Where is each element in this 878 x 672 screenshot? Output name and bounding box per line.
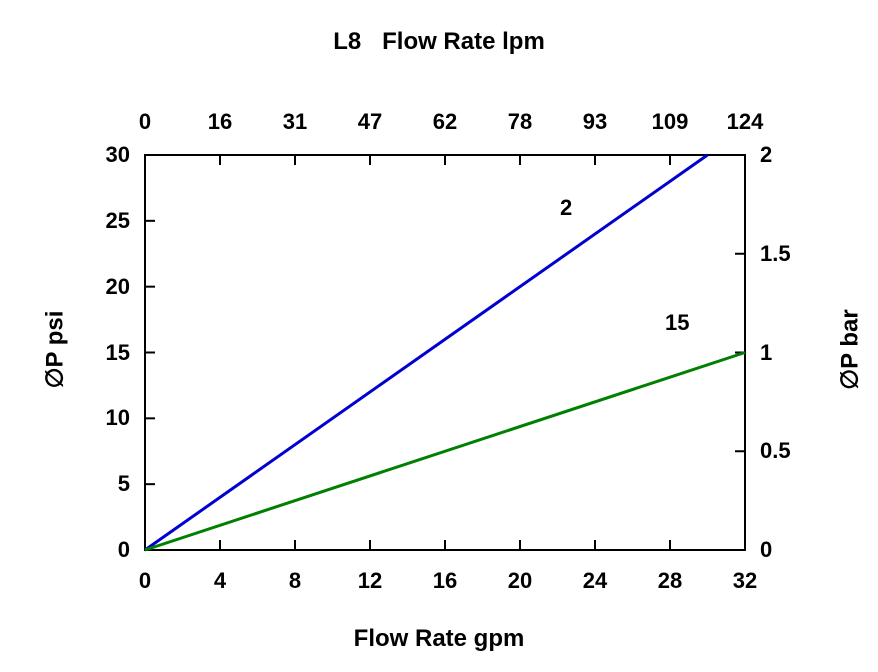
tick-label: 62 [405, 109, 485, 135]
tick-label: 5 [55, 471, 130, 497]
series-label-2: 2 [560, 195, 572, 221]
tick-label: 93 [555, 109, 635, 135]
chart-container: L8 Flow Rate lpm ∅P psi ∅P bar Flow Rate… [0, 0, 878, 672]
tick-label: 4 [180, 568, 260, 594]
tick-label: 15 [55, 340, 130, 366]
series-label-15: 15 [665, 310, 689, 336]
tick-label: 28 [630, 568, 710, 594]
tick-label: 32 [705, 568, 785, 594]
tick-label: 2 [760, 142, 840, 168]
tick-label: 31 [255, 109, 335, 135]
tick-label: 16 [405, 568, 485, 594]
tick-label: 0 [55, 537, 130, 563]
tick-label: 25 [55, 208, 130, 234]
tick-label: 0 [105, 109, 185, 135]
tick-label: 1.5 [760, 241, 840, 267]
tick-label: 0 [760, 537, 840, 563]
tick-label: 10 [55, 405, 130, 431]
tick-label: 1 [760, 340, 840, 366]
tick-label: 47 [330, 109, 410, 135]
tick-label: 124 [705, 109, 785, 135]
tick-label: 78 [480, 109, 560, 135]
tick-label: 0.5 [760, 438, 840, 464]
tick-label: 8 [255, 568, 335, 594]
tick-label: 24 [555, 568, 635, 594]
tick-label: 20 [55, 274, 130, 300]
tick-label: 20 [480, 568, 560, 594]
tick-label: 109 [630, 109, 710, 135]
tick-label: 30 [55, 142, 130, 168]
tick-label: 16 [180, 109, 260, 135]
tick-label: 12 [330, 568, 410, 594]
tick-label: 0 [105, 568, 185, 594]
